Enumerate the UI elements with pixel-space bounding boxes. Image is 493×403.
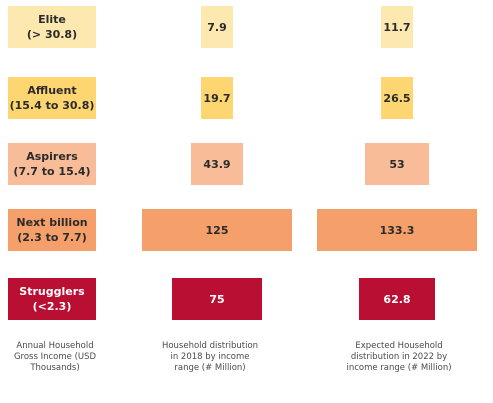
- category-label-affluent: Affluent (15.4 to 30.8): [8, 77, 96, 119]
- category-name: Affluent: [27, 84, 77, 97]
- bar-series1-aspirers: 43.9: [190, 143, 244, 185]
- bar-series1-next-billion: 125: [142, 209, 292, 251]
- category-name: Elite: [38, 13, 66, 26]
- bar-series1-strugglers: 75: [172, 278, 262, 320]
- footer-income-range: Annual Household Gross Income (USD Thous…: [13, 341, 97, 373]
- category-name: Next billion: [16, 216, 88, 229]
- bar-value-label: 125: [205, 223, 229, 237]
- bar-series2-strugglers: 62.8: [359, 278, 435, 320]
- bar-value-label: 53: [389, 157, 405, 171]
- category-label-elite: Elite (> 30.8): [8, 6, 96, 48]
- category-label-next-billion: Next billion (2.3 to 7.7): [8, 209, 96, 251]
- bar-series1-affluent: 19.7: [201, 77, 233, 119]
- category-range: (2.3 to 7.7): [17, 231, 87, 244]
- category-name: Aspirers: [26, 150, 78, 163]
- bar-value-label: 133.3: [379, 223, 415, 237]
- bar-series2-aspirers: 53: [365, 143, 429, 185]
- bar-value-label: 7.9: [207, 20, 227, 34]
- category-range: (7.7 to 15.4): [13, 165, 91, 178]
- category-label-aspirers: Aspirers (7.7 to 15.4): [8, 143, 96, 185]
- bar-series2-next-billion: 133.3: [317, 209, 477, 251]
- bar-value-label: 11.7: [383, 20, 411, 34]
- category-label-strugglers: Strugglers (<2.3): [8, 278, 96, 320]
- category-name: Strugglers: [19, 285, 85, 298]
- bar-series1-elite: 7.9: [201, 6, 233, 48]
- bar-value-label: 19.7: [203, 91, 231, 105]
- category-range: (15.4 to 30.8): [9, 99, 95, 112]
- bar-value-label: 62.8: [383, 292, 411, 306]
- category-range: (> 30.8): [26, 28, 78, 41]
- bar-value-label: 75: [209, 292, 225, 306]
- bar-value-label: 26.5: [383, 91, 411, 105]
- bar-series2-affluent: 26.5: [381, 77, 413, 119]
- bar-series2-elite: 11.7: [381, 6, 413, 48]
- bar-value-label: 43.9: [203, 157, 231, 171]
- category-range: (<2.3): [32, 300, 72, 313]
- footer-distribution-2022: Expected Household distribution in 2022 …: [346, 341, 452, 373]
- footer-distribution-2018: Household distribution in 2018 by income…: [161, 341, 259, 373]
